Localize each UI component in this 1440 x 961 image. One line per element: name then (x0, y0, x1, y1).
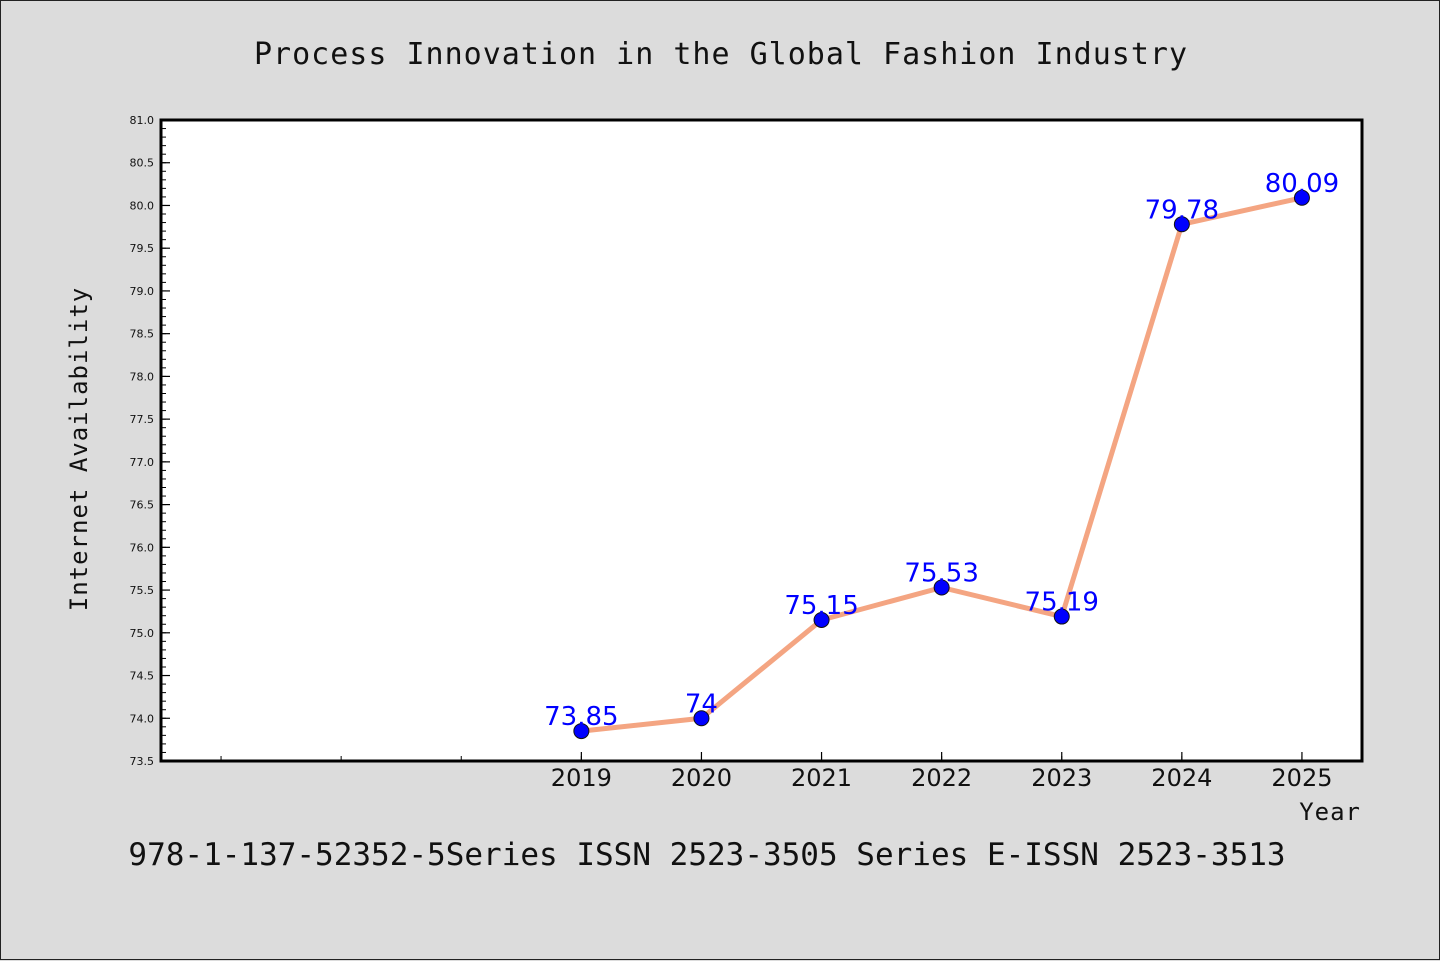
data-point (813, 611, 830, 628)
y-tick-label: 79.5 (130, 242, 155, 255)
y-axis-ticks: 73.5 74.0 74.5 75.0 75.5 76.0 76.5 77.0 77.5 78.0… (130, 114, 170, 768)
data-point (573, 723, 590, 740)
data-point (1293, 189, 1310, 206)
y-tick-label: 80.5 (130, 157, 155, 170)
data-point (1173, 216, 1190, 233)
x-tick-label: 2023 (1031, 764, 1092, 792)
y-tick-label: 73.5 (130, 755, 155, 768)
x-axis-ticks: 2019 2020 2021 2022 2023 2024 2025 (220, 752, 1332, 792)
data-label: 75.53 (904, 559, 978, 589)
y-tick-label: 76.0 (130, 541, 155, 554)
data-label: 80.09 (1265, 169, 1339, 199)
x-tick-label: 2022 (911, 764, 972, 792)
y-tick-label: 80.0 (130, 199, 155, 212)
y-tick-label: 77.0 (130, 456, 155, 469)
y-tick-label: 78.0 (130, 370, 155, 383)
x-tick-label: 2019 (551, 764, 612, 792)
chart-title: Process Innovation in the Global Fashion… (254, 37, 1188, 72)
y-tick-label: 79.0 (130, 285, 155, 298)
x-axis-label: Year (1299, 798, 1361, 826)
isbn-footer: 978-1-137-52352-5Series ISSN 2523-3505 S… (128, 837, 1285, 873)
data-label: 75.15 (784, 591, 858, 621)
y-tick-label: 74.0 (130, 712, 155, 725)
data-label: 75.19 (1025, 588, 1099, 618)
data-label: 74 (685, 689, 718, 719)
y-tick-label: 75.5 (130, 584, 155, 597)
data-point (693, 710, 710, 727)
plot-area (159, 118, 1364, 763)
x-tick-label: 2020 (671, 764, 732, 792)
y-tick-label: 77.5 (130, 413, 155, 426)
x-tick-label: 2021 (791, 764, 852, 792)
y-axis-label: Internet Availability (65, 287, 93, 611)
x-tick-label: 2024 (1151, 764, 1212, 792)
data-label: 79.78 (1145, 195, 1219, 225)
y-tick-label: 75.0 (130, 627, 155, 640)
data-point (933, 579, 950, 596)
y-tick-label: 78.5 (130, 328, 155, 341)
y-tick-label: 76.5 (130, 499, 155, 512)
x-tick-label: 2025 (1271, 764, 1332, 792)
y-tick-label: 81.0 (130, 114, 155, 127)
data-label: 73.85 (544, 702, 618, 732)
y-tick-label: 74.5 (130, 670, 155, 683)
data-point (1053, 608, 1070, 625)
data-series: 73.85 74 75.15 75.53 75.19 79.78 80.09 (544, 169, 1339, 740)
